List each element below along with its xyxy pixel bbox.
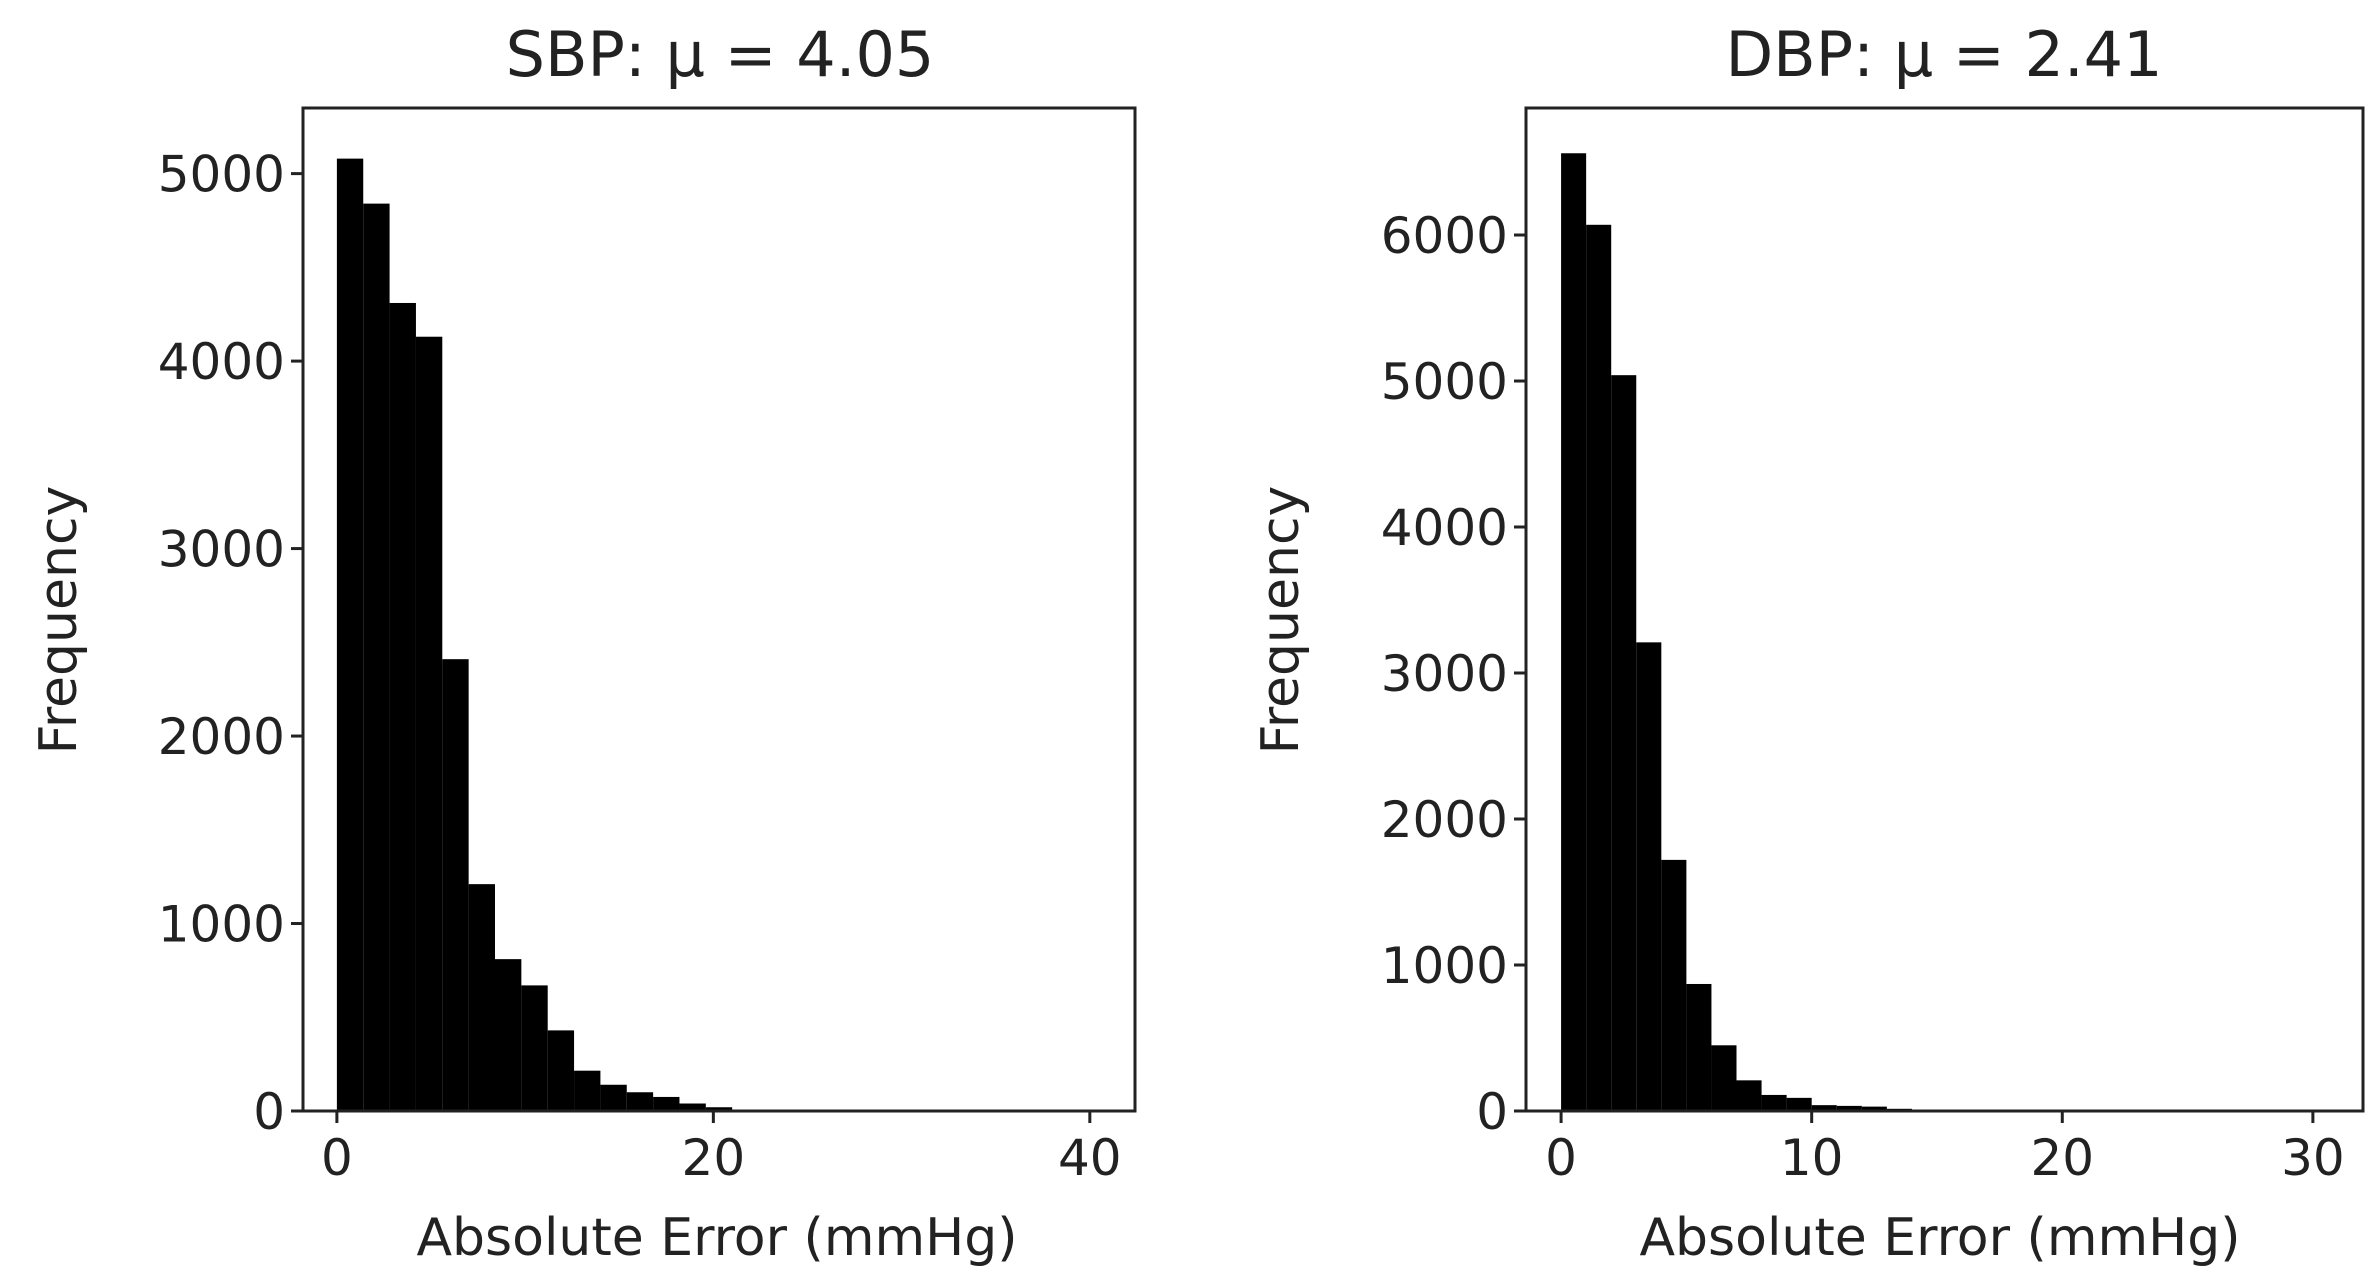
dbp-x-tick-label: 30 [2281, 1129, 2345, 1187]
dbp-bar [1561, 153, 1587, 1111]
dbp-y-axis-label: Frequency [1251, 486, 1311, 755]
sbp-y-axis-label: Frequency [29, 486, 89, 755]
dbp-y-tick-label: 6000 [1381, 207, 1508, 265]
dbp-y-tick-label: 5000 [1381, 353, 1508, 411]
dbp-chart-title: DBP: μ = 2.41 [1725, 18, 2162, 91]
sbp-y-tick-label: 3000 [158, 521, 285, 579]
sbp-x-tick-label: 20 [682, 1129, 746, 1187]
sbp-y-tick-label: 5000 [158, 146, 285, 204]
sbp-bar [705, 1107, 733, 1111]
sbp-bar [653, 1096, 680, 1111]
sbp-y-tick-label: 2000 [158, 708, 285, 766]
dbp-bars [1561, 153, 1912, 1111]
dbp-bar [1711, 1045, 1737, 1111]
sbp-y-tick-label: 0 [253, 1083, 285, 1141]
sbp-bar [442, 659, 469, 1111]
dbp-x-tick-label: 0 [1545, 1129, 1577, 1187]
dbp-y-tick-label: 3000 [1381, 645, 1508, 703]
sbp-bar [495, 959, 522, 1111]
sbp-bar [363, 203, 390, 1111]
sbp-bar [521, 985, 548, 1111]
sbp-bar [547, 1030, 575, 1111]
dbp-x-axis-label: Absolute Error (mmHg) [1639, 1208, 2240, 1268]
sbp-bar [574, 1070, 601, 1111]
dbp-bar [1811, 1105, 1837, 1111]
dbp-bar [1761, 1094, 1787, 1111]
dbp-bar [1661, 859, 1687, 1111]
dbp-bar [1736, 1080, 1762, 1111]
sbp-histogram-panel: SBP: μ = 4.05 Frequency Absolute Error (… [29, 18, 1137, 1268]
sbp-bar [600, 1084, 627, 1111]
dbp-ticks: 0 10 20 30 0 1000 2000 3000 4000 5000 6000 [1381, 207, 2345, 1187]
sbp-plot-frame [301, 106, 1137, 1113]
dbp-x-tick-label: 10 [1780, 1129, 1844, 1187]
sbp-y-tick-label: 4000 [158, 333, 285, 391]
dbp-y-tick-label: 1000 [1381, 937, 1508, 995]
sbp-bar [679, 1103, 706, 1111]
sbp-bars [336, 158, 733, 1111]
sbp-y-tick-label: 1000 [158, 896, 285, 954]
dbp-bar [1836, 1105, 1862, 1111]
dbp-y-tick-label: 2000 [1381, 791, 1508, 849]
sbp-x-tick-label: 0 [321, 1129, 353, 1187]
sbp-bar [468, 884, 495, 1111]
dbp-y-tick-label: 4000 [1381, 499, 1508, 557]
dbp-bar [1586, 224, 1612, 1111]
dbp-bar [1611, 375, 1637, 1111]
sbp-x-tick-label: 40 [1058, 1129, 1122, 1187]
dbp-bar [1861, 1106, 1887, 1111]
dbp-bar [1686, 983, 1712, 1111]
sbp-bar [626, 1092, 654, 1111]
sbp-chart-title: SBP: μ = 4.05 [506, 18, 935, 91]
sbp-ticks: 0 20 40 0 1000 2000 3000 4000 5000 [158, 146, 1122, 1187]
sbp-bar [389, 302, 416, 1111]
dbp-y-tick-label: 0 [1476, 1083, 1508, 1141]
sbp-bar [336, 158, 364, 1111]
sbp-x-axis-label: Absolute Error (mmHg) [416, 1208, 1017, 1268]
dbp-plot-frame [1524, 106, 2365, 1113]
dbp-bar [1786, 1097, 1812, 1111]
dbp-x-tick-label: 20 [2030, 1129, 2094, 1187]
dbp-histogram-panel: DBP: μ = 2.41 Frequency Absolute Error (… [1251, 18, 2365, 1268]
dbp-bar [1636, 642, 1662, 1111]
sbp-bar [415, 336, 443, 1111]
